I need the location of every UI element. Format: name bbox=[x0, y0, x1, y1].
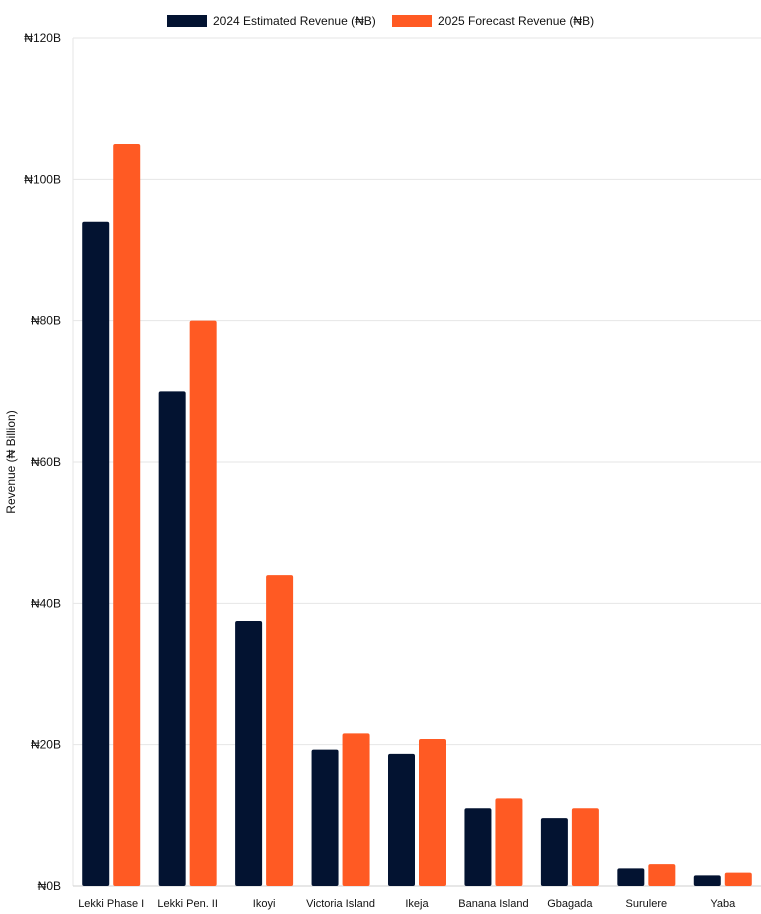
x-category-label: Gbagada bbox=[547, 898, 593, 910]
legend-swatch bbox=[167, 15, 207, 27]
legend-swatch bbox=[392, 15, 432, 27]
x-category-label: Yaba bbox=[710, 898, 736, 910]
x-category-label: Ikoyi bbox=[253, 898, 276, 910]
x-category-label: Lekki Pen. II bbox=[157, 898, 218, 910]
y-axis-title: Revenue (₦ Billion) bbox=[4, 410, 18, 513]
bar-2024-victoria-island bbox=[311, 749, 339, 886]
bars bbox=[82, 144, 752, 887]
bar-2025-banana-island bbox=[495, 798, 523, 886]
bar-2024-yaba bbox=[693, 875, 721, 886]
legend-item-2024[interactable]: 2024 Estimated Revenue (₦B) bbox=[167, 14, 376, 28]
bar-2025-ikoyi bbox=[266, 575, 294, 886]
bar-2025-surulere bbox=[648, 864, 676, 886]
bar-2025-lekki-pen-ii bbox=[189, 320, 217, 887]
axes bbox=[72, 38, 761, 887]
bar-2024-surulere bbox=[617, 868, 645, 886]
bar-2025-ikeja bbox=[419, 739, 446, 886]
bar-2025-yaba bbox=[724, 872, 752, 886]
legend[interactable]: 2024 Estimated Revenue (₦B) 2025 Forecast… bbox=[167, 14, 594, 28]
x-category-label: Surulere bbox=[626, 898, 668, 910]
y-tick-label: ₦80B bbox=[31, 314, 61, 328]
bar-2024-lekki-pen-ii bbox=[158, 391, 186, 886]
bar-2024-banana-island bbox=[464, 808, 492, 886]
bar-2024-ikeja bbox=[388, 753, 415, 886]
legend-label: 2024 Estimated Revenue (₦B) bbox=[213, 14, 376, 28]
legend-item-2025[interactable]: 2025 Forecast Revenue (₦B) bbox=[392, 14, 594, 28]
bar-2025-lekki-phase-i bbox=[113, 144, 141, 886]
grid-lines bbox=[73, 37, 761, 746]
y-tick-label: ₦20B bbox=[31, 738, 61, 752]
bar-2024-ikoyi bbox=[235, 621, 263, 886]
bar-2024-gbagada bbox=[540, 818, 568, 886]
bar-2025-gbagada bbox=[571, 808, 599, 886]
x-category-label: Ikeja bbox=[405, 898, 429, 910]
x-category-label: Lekki Phase I bbox=[78, 898, 144, 910]
y-tick-labels: ₦0B ₦20B ₦40B ₦60B ₦80B ₦100B ₦120B bbox=[24, 31, 61, 893]
y-tick-label: ₦120B bbox=[24, 31, 61, 45]
bar-2024-lekki-phase-i bbox=[82, 221, 110, 886]
x-category-label: Victoria Island bbox=[306, 898, 375, 910]
x-category-label: Banana Island bbox=[458, 898, 528, 910]
x-category-labels: Lekki Phase I Lekki Pen. II Ikoyi Victoria … bbox=[78, 898, 736, 910]
y-tick-label: ₦0B bbox=[38, 879, 61, 893]
legend-label: 2025 Forecast Revenue (₦B) bbox=[438, 14, 594, 28]
y-tick-label: ₦60B bbox=[31, 455, 61, 469]
y-tick-label: ₦40B bbox=[31, 596, 61, 610]
y-tick-label: ₦100B bbox=[24, 172, 61, 186]
bar-2025-victoria-island bbox=[342, 733, 370, 886]
